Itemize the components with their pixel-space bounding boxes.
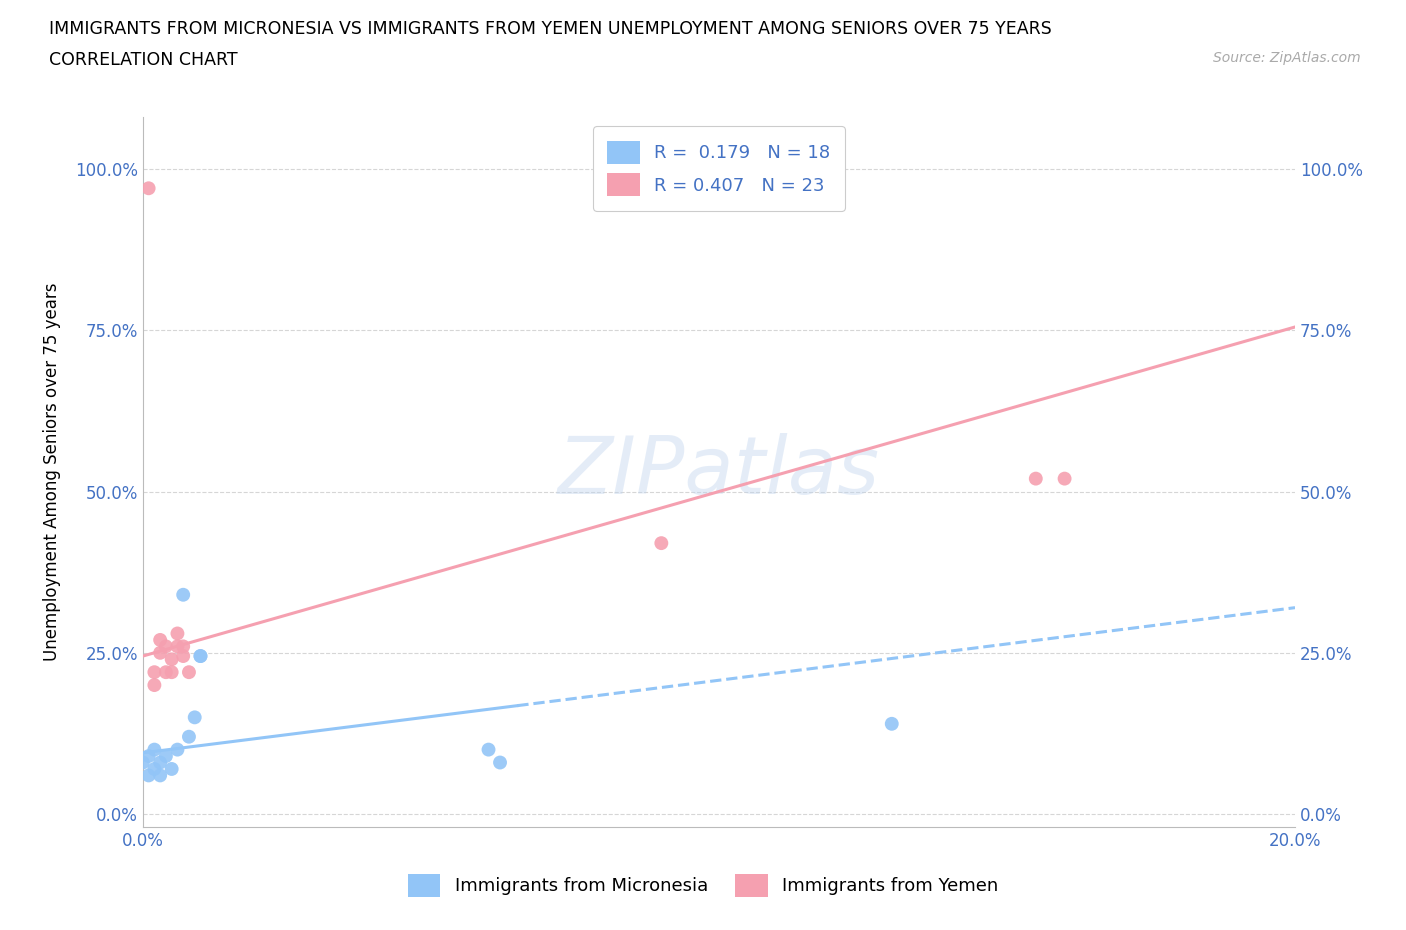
Point [166,742,188,757]
Text: Source: ZipAtlas.com: Source: ZipAtlas.com [1213,51,1361,65]
Y-axis label: Unemployment Among Seniors over 75 years: Unemployment Among Seniors over 75 years [44,283,60,661]
Point [183,710,205,724]
Point [1025,472,1047,486]
Point [132,755,155,770]
Point [149,632,172,647]
Point [155,639,177,654]
Point [190,648,212,663]
Point [172,588,194,603]
Point [160,665,183,680]
Point [143,762,166,777]
Text: ZIPatlas: ZIPatlas [558,433,880,512]
Point [166,626,188,641]
Point [160,652,183,667]
Text: IMMIGRANTS FROM MICRONESIA VS IMMIGRANTS FROM YEMEN UNEMPLOYMENT AMONG SENIORS O: IMMIGRANTS FROM MICRONESIA VS IMMIGRANTS… [49,20,1052,38]
Point [190,648,212,663]
Point [143,678,166,693]
Point [138,180,160,195]
Point [143,665,166,680]
Point [138,749,160,764]
Point [1053,472,1076,486]
Point [172,648,194,663]
Point [650,536,672,551]
Point [166,639,188,654]
Point [177,729,200,744]
Point [489,755,512,770]
Point [149,755,172,770]
Legend: Immigrants from Micronesia, Immigrants from Yemen: Immigrants from Micronesia, Immigrants f… [401,867,1005,904]
Point [149,645,172,660]
Point [149,768,172,783]
Point [155,665,177,680]
Legend: R =  0.179   N = 18, R = 0.407   N = 23: R = 0.179 N = 18, R = 0.407 N = 23 [593,126,845,211]
Point [880,716,903,731]
Point [177,665,200,680]
Text: CORRELATION CHART: CORRELATION CHART [49,51,238,69]
Point [477,742,499,757]
Point [138,768,160,783]
Point [160,762,183,777]
Point [172,639,194,654]
Point [143,742,166,757]
Point [155,749,177,764]
